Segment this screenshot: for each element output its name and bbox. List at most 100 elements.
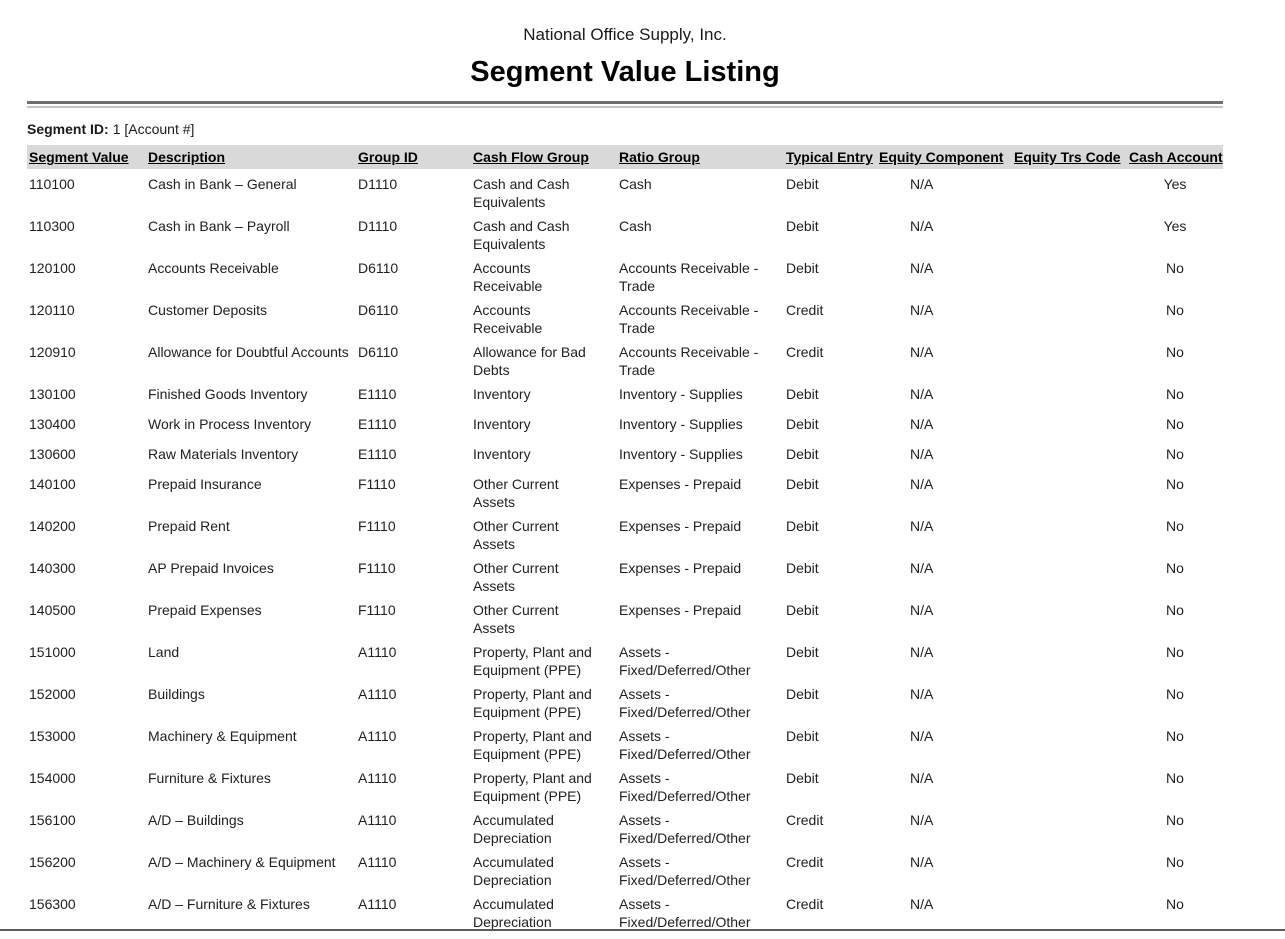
table-cell: Machinery & Equipment [148,728,297,744]
table-cell: D6110 [358,260,399,276]
table-cell: Property, Plant and Equipment (PPE) [473,770,592,804]
table-cell: Property, Plant and Equipment (PPE) [473,728,592,762]
table-row: 140300 AP Prepaid Invoices F1110 Other Curr… [27,553,1223,595]
table-cell [1012,511,1127,553]
report-page: National Office Supply, Inc. Segment Val… [27,0,1223,931]
table-cell: Credit [786,302,824,318]
table-cell: No [1166,386,1184,402]
table-cell: Work in Process Inventory [148,416,312,432]
table-cell: Accounts Receivable - Trade [619,302,759,336]
table-cell: Cash in Bank – Payroll [148,218,290,234]
table-cell [1012,595,1127,637]
table-cell: N/A [910,728,934,744]
table-cell: Cash in Bank – General [148,176,297,192]
table-row: 120110 Customer Deposits D6110 Accounts Rec… [27,295,1223,337]
table-cell: Expenses - Prepaid [619,476,742,492]
table-cell: No [1166,728,1184,744]
table-body: 110100 Cash in Bank – General D1110 Cash an… [27,169,1223,931]
table-cell [1012,379,1127,409]
table-cell: Inventory - Supplies [619,386,743,402]
table-cell: A1110 [358,896,397,912]
table-cell: F1110 [358,518,396,534]
segment-id-line: Segment ID: 1 [Account #] [27,120,1223,138]
table-cell: No [1166,518,1184,534]
table-cell: N/A [910,386,934,402]
table-cell: F1110 [358,476,396,492]
table-cell: Debit [786,416,819,432]
table-cell: Assets - Fixed/Deferred/Other [619,896,751,930]
table-cell: Cash [619,176,652,192]
report-title: Segment Value Listing [470,56,780,88]
table-cell: Debit [786,602,819,618]
column-header: Segment Value [29,149,129,165]
table-cell: N/A [910,854,934,870]
column-header-row: Segment Value Description Group ID Cash Flo… [27,145,1223,169]
table-cell: No [1166,344,1184,360]
table-cell: N/A [910,416,934,432]
table-cell: No [1166,416,1184,432]
table-cell: 140300 [29,560,76,576]
table-cell: N/A [910,644,934,660]
table-cell: Credit [786,854,824,870]
table-cell: Other Current Assets [473,560,559,594]
table-row: 152000 Buildings A1110 Property, Plant and … [27,679,1223,721]
table-cell: E1110 [358,446,397,462]
table-cell: Assets - Fixed/Deferred/Other [619,770,751,804]
table-cell: No [1166,302,1184,318]
table-cell: 140100 [29,476,76,492]
table-cell: N/A [910,176,934,192]
table-row: 130400 Work in Process Inventory E1110 Inve… [27,409,1223,439]
table-cell: 154000 [29,770,76,786]
table-cell: Other Current Assets [473,518,559,552]
table-row: 151000 Land A1110 Property, Plant and Equip… [27,637,1223,679]
table-row: 140200 Prepaid Rent F1110 Other Current Ass… [27,511,1223,553]
table-cell: Accumulated Depreciation [473,812,554,846]
table-cell: Prepaid Insurance [148,476,262,492]
table-cell: Debit [786,176,819,192]
table-cell: Other Current Assets [473,476,559,510]
table-cell: Debit [786,686,819,702]
table-cell: Debit [786,218,819,234]
table-cell: 120100 [29,260,76,276]
table-cell: 151000 [29,644,76,660]
table-cell: Prepaid Rent [148,518,230,534]
table-cell: A1110 [358,770,397,786]
table-cell: Yes [1163,176,1187,192]
table-row: 120100 Accounts Receivable D6110 Accounts R… [27,253,1223,295]
table-cell: Buildings [148,686,205,702]
table-cell: Inventory - Supplies [619,446,743,462]
table-cell: Cash [619,218,652,234]
table-cell [1012,469,1127,511]
table-cell: 140500 [29,602,76,618]
table-cell: Other Current Assets [473,602,559,636]
table-cell [1012,253,1127,295]
table-cell: 156300 [29,896,76,912]
table-cell: 120110 [29,302,75,318]
table-cell: 152000 [29,686,76,702]
table-cell [1012,409,1127,439]
table-cell: N/A [910,302,934,318]
table-cell: Debit [786,476,819,492]
double-rule-light-line [27,106,1223,108]
segment-values-table: Segment Value Description Group ID Cash Flo… [27,145,1223,931]
table-cell: A1110 [358,644,397,660]
table-cell: Debit [786,560,819,576]
table-cell: 156100 [29,812,76,828]
table-cell: Inventory [473,416,531,432]
table-cell: Expenses - Prepaid [619,602,742,618]
table-cell: Cash and Cash Equivalents [473,218,570,252]
table-row: 110300 Cash in Bank – Payroll D1110 Cash an… [27,211,1223,253]
table-cell [1012,721,1127,763]
table-cell [1012,211,1127,253]
table-cell: Expenses - Prepaid [619,518,742,534]
table-cell: N/A [910,218,934,234]
table-cell: Raw Materials Inventory [148,446,299,462]
table-cell: Accumulated Depreciation [473,854,554,888]
table-cell: A/D – Furniture & Fixtures [148,896,310,912]
table-cell: Accounts Receivable [473,302,543,336]
table-cell: 130600 [29,446,76,462]
table-cell: No [1166,644,1184,660]
page-bottom-rule [0,929,1285,931]
table-cell: Allowance for Doubtful Accounts [148,344,349,360]
table-cell: No [1166,686,1184,702]
